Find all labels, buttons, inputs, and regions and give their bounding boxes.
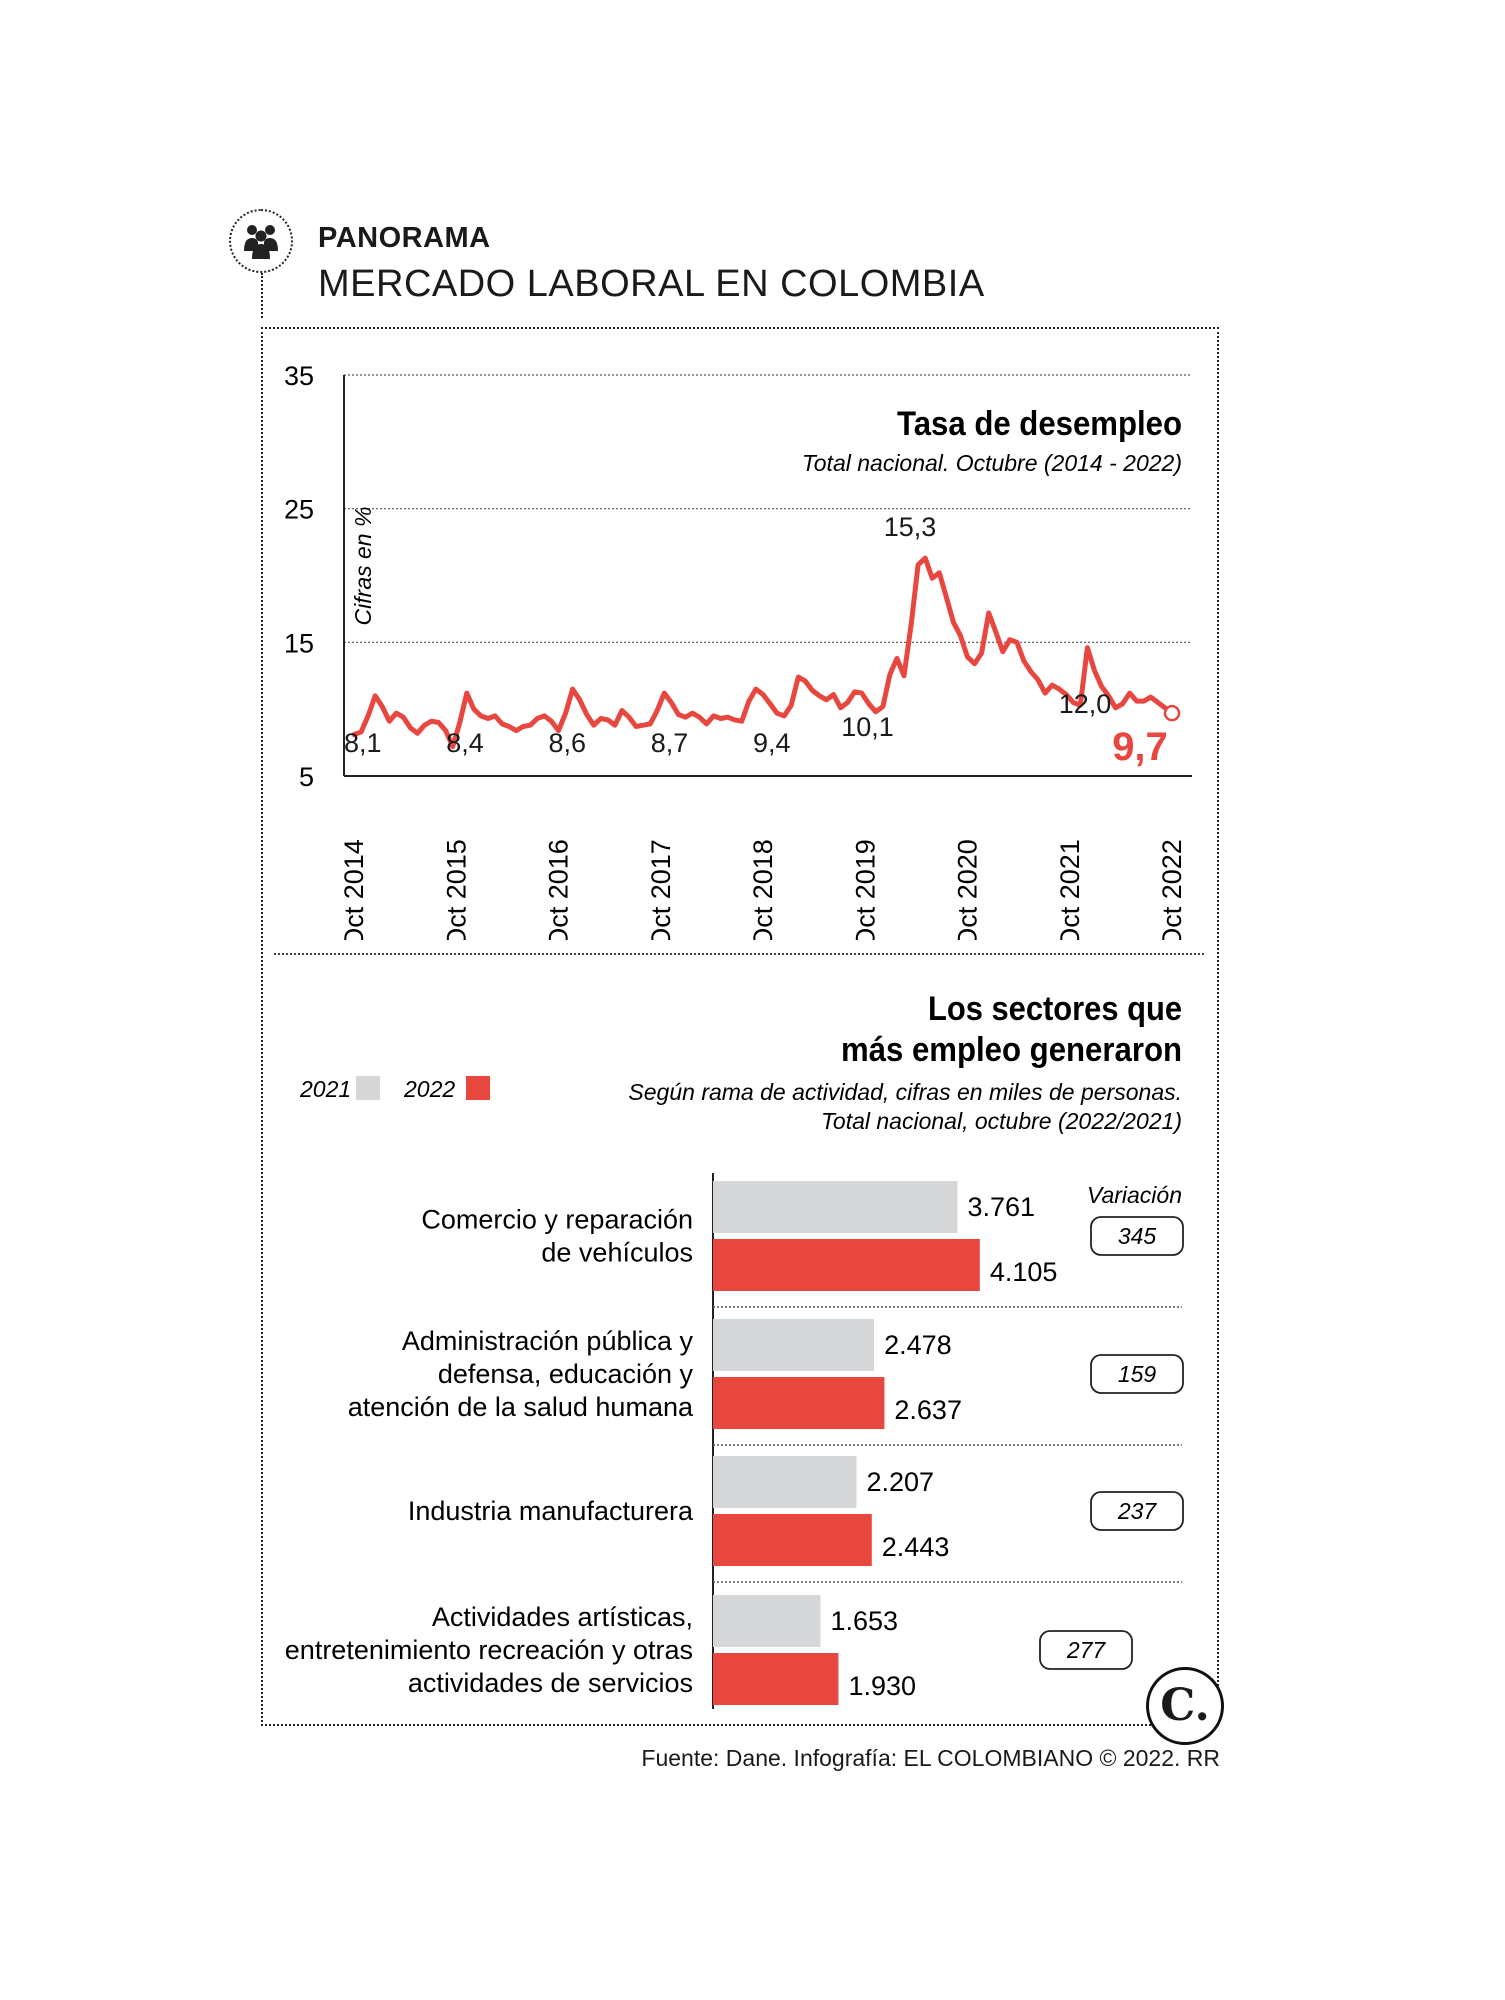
bar-value-label: 4.105 <box>990 1257 1058 1287</box>
y-tick-label: 25 <box>284 495 314 525</box>
bar-chart-title-line1: Los sectores que <box>928 990 1182 1028</box>
x-tick-label: Oct 2020 <box>953 839 983 940</box>
category-label: entretenimiento recreación y otras <box>285 1635 693 1665</box>
people-group-icon <box>229 209 293 273</box>
unemployment-line-chart: 5 15 25 35 Oct 2014 Oct 2015 Oct 2016 Oct 2017… <box>284 361 1192 940</box>
variation-value: 237 <box>1117 1498 1158 1524</box>
sectors-bar-chart: Los sectores que más empleo generaron Se… <box>285 990 1184 1709</box>
x-tick-label: Oct 2021 <box>1055 839 1085 940</box>
legend-label-2021: 2021 <box>299 1076 351 1102</box>
category-label: Actividades artísticas, <box>432 1602 693 1632</box>
bar-value-label: 1.653 <box>830 1606 898 1636</box>
data-label: 12,0 <box>1059 689 1112 719</box>
category-label: actividades de servicios <box>408 1668 693 1698</box>
bar-value-label: 2.207 <box>866 1467 934 1497</box>
bar-2022 <box>713 1514 872 1566</box>
variation-value: 345 <box>1118 1223 1157 1249</box>
variation-badge <box>1090 1216 1184 1256</box>
el-colombiano-logo: C. <box>1146 1667 1224 1745</box>
data-label: 8,1 <box>344 728 382 758</box>
category-label: Comercio y reparación <box>421 1205 693 1235</box>
bar-2021 <box>713 1595 821 1647</box>
category-label: Administración pública y <box>402 1326 694 1356</box>
line-chart-title: Tasa de desempleo <box>897 405 1182 443</box>
data-label: 8,7 <box>651 728 689 758</box>
bar-2021 <box>713 1181 958 1233</box>
category-label: Industria manufacturera <box>408 1496 694 1526</box>
variation-value: 159 <box>1118 1361 1157 1387</box>
category-label: de vehículos <box>541 1238 693 1268</box>
x-tick-label: Oct 2014 <box>339 839 369 940</box>
bar-value-label: 1.930 <box>848 1671 916 1701</box>
source-credit: Fuente: Dane. Infografía: EL COLOMBIANO … <box>641 1745 1220 1771</box>
variation-badge <box>1090 1354 1184 1394</box>
data-label: 8,6 <box>549 728 587 758</box>
y-tick-label: 5 <box>299 762 314 792</box>
bar-value-label: 2.478 <box>884 1330 952 1360</box>
variation-badge <box>1090 1491 1184 1531</box>
bar-2021 <box>713 1319 875 1371</box>
header-connector <box>261 273 263 318</box>
section-kicker: PANORAMA <box>318 222 491 254</box>
y-axis-label: Cifras en % <box>350 507 376 626</box>
bar-chart-subtitle-line1: Según rama de actividad, cifras en miles… <box>628 1079 1182 1105</box>
x-tick-label: Oct 2018 <box>748 839 778 940</box>
unemployment-series-line <box>351 555 1175 750</box>
section-divider <box>274 953 1204 955</box>
category-label: atención de la salud humana <box>348 1392 694 1422</box>
x-tick-label: Oct 2022 <box>1157 839 1187 940</box>
bar-chart-title-line2: más empleo generaron <box>841 1031 1182 1069</box>
x-tick-label: Oct 2016 <box>544 839 574 940</box>
legend-label-2022: 2022 <box>403 1076 455 1102</box>
data-label: 9,7 <box>1112 725 1168 769</box>
line-chart-subtitle: Total nacional. Octubre (2014 - 2022) <box>802 450 1182 476</box>
variation-value: 277 <box>1066 1637 1107 1663</box>
x-tick-label: Oct 2015 <box>441 839 471 940</box>
legend-swatch-2022 <box>466 1076 490 1100</box>
legend-swatch-2021 <box>356 1076 380 1100</box>
page-title: MERCADO LABORAL EN COLOMBIA <box>318 263 985 305</box>
last-point-marker <box>1163 704 1181 722</box>
variation-header: Variación <box>1087 1182 1182 1208</box>
y-tick-label: 15 <box>284 628 314 658</box>
x-tick-label: Oct 2019 <box>850 839 880 940</box>
x-tick-label: Oct 2017 <box>646 839 676 940</box>
bar-2022 <box>713 1239 980 1291</box>
data-label: 15,3 <box>884 512 937 542</box>
bar-value-label: 3.761 <box>967 1192 1035 1222</box>
data-label: 8,4 <box>446 728 484 758</box>
infographic-frame <box>261 327 1219 1726</box>
y-tick-label: 35 <box>284 361 314 391</box>
data-label: 10,1 <box>841 712 894 742</box>
bar-value-label: 2.443 <box>882 1532 950 1562</box>
variation-badge <box>1039 1630 1133 1670</box>
data-label: 9,4 <box>753 728 791 758</box>
bar-2022 <box>713 1377 885 1429</box>
bar-2022 <box>713 1653 839 1705</box>
bar-value-label: 2.637 <box>894 1395 962 1425</box>
bar-2021 <box>713 1456 857 1508</box>
category-label: defensa, educación y <box>438 1359 694 1389</box>
bar-chart-subtitle-line2: Total nacional, octubre (2022/2021) <box>821 1108 1182 1134</box>
